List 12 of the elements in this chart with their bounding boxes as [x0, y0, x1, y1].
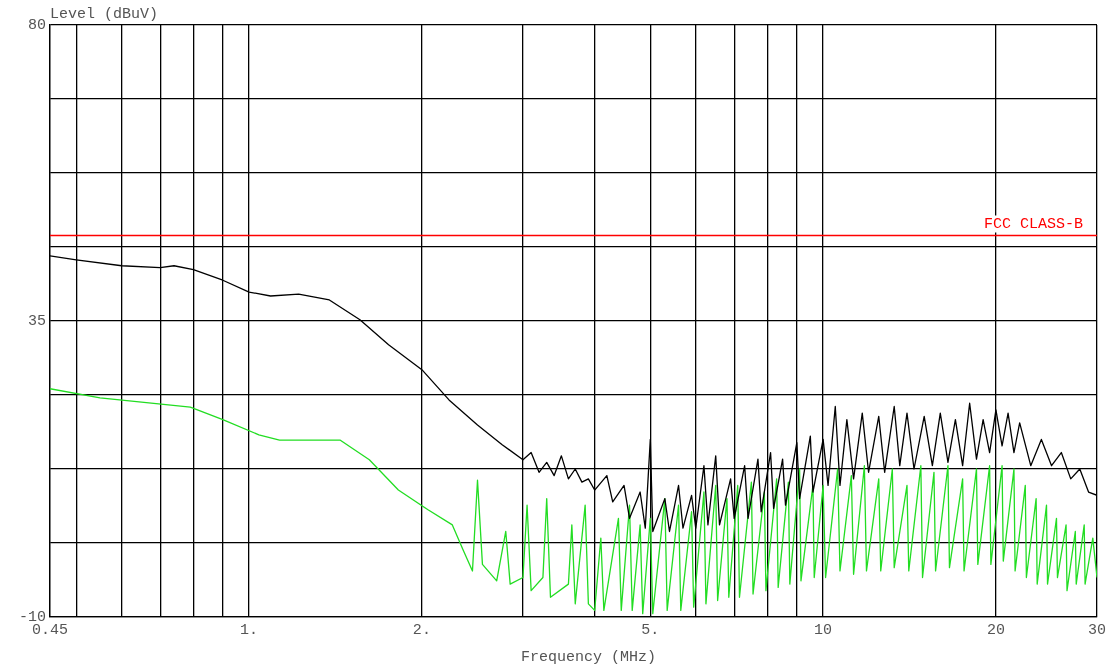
x-tick-label: 1.	[240, 621, 259, 639]
x-tick-label: 30	[1087, 621, 1107, 639]
y-tick-label: 35	[27, 312, 46, 330]
x-tick-label: 20	[986, 621, 1005, 639]
x-axis-title: Frequency (MHz)	[520, 649, 657, 665]
x-tick-label: 10	[814, 621, 833, 639]
x-tick-label: 0.45	[31, 621, 69, 639]
y-axis-title: Level (dBuV)	[50, 6, 159, 24]
ref-line-label: FCC CLASS-B	[983, 215, 1084, 233]
y-tick-label: 80	[27, 16, 46, 34]
x-tick-label: 5.	[641, 621, 660, 639]
x-tick-label: 2.	[412, 621, 431, 639]
